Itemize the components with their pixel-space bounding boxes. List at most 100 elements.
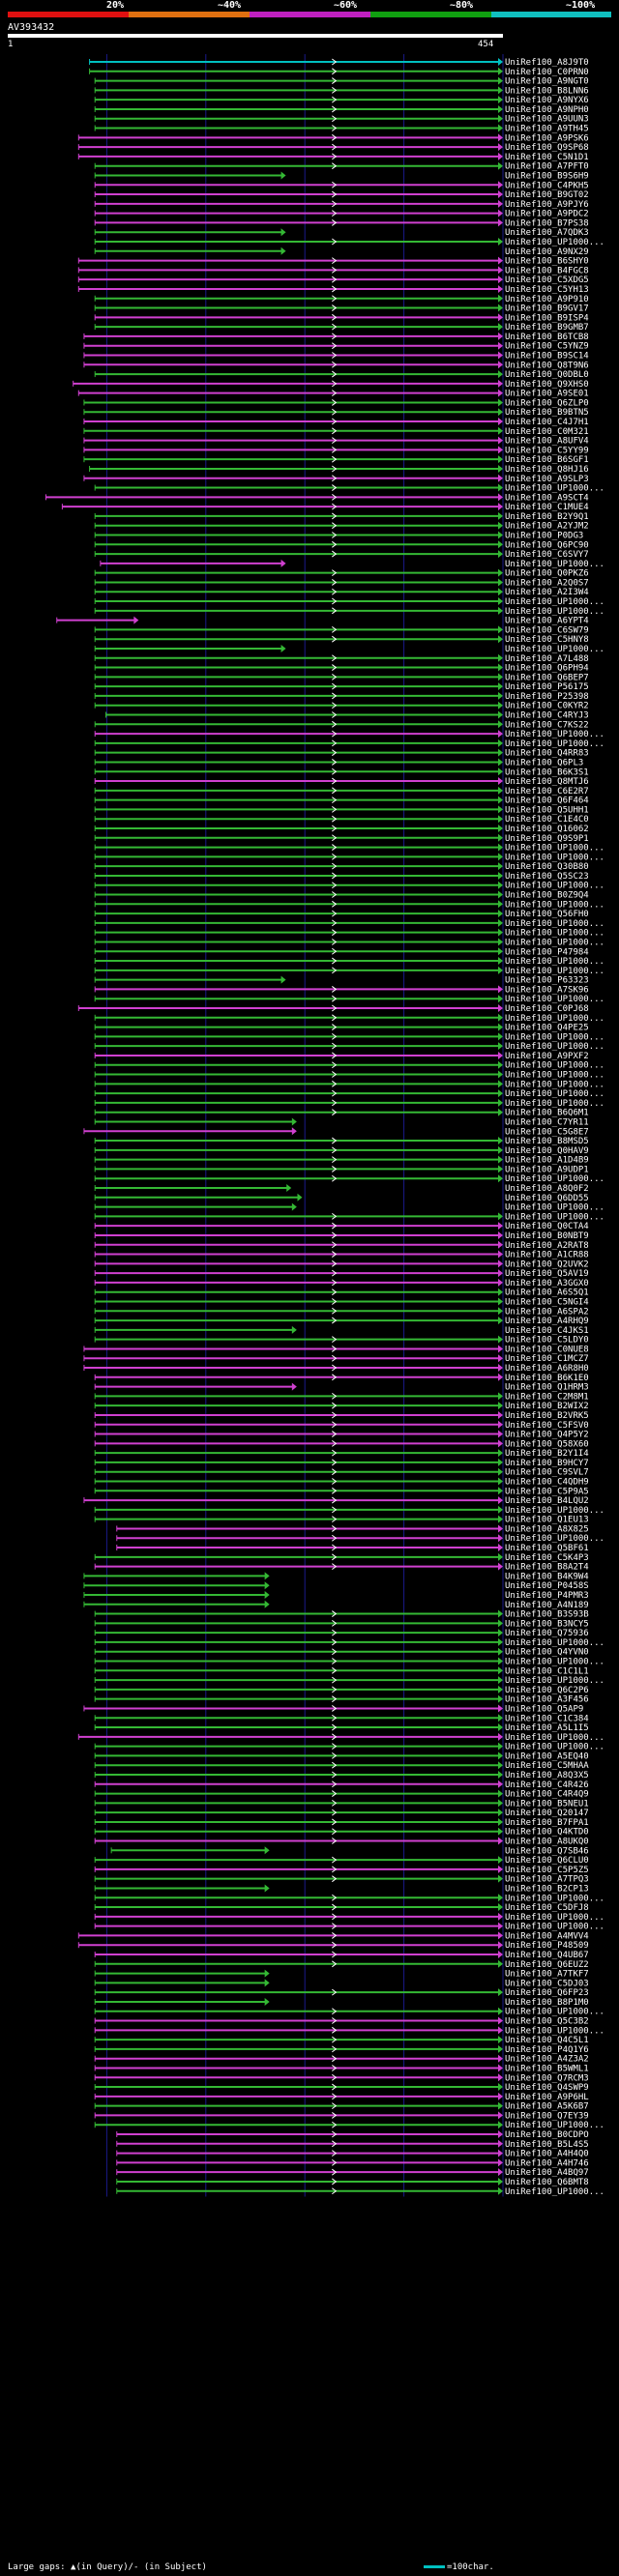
hit-label[interactable]: UniRef100_A7PFT0 [505, 162, 589, 172]
hit-label[interactable]: UniRef100_P4Q1Y6 [505, 2045, 589, 2055]
hit-label[interactable]: UniRef100_UP1000... [505, 645, 604, 654]
hit-label[interactable]: UniRef100_B8A2T4 [505, 1563, 589, 1573]
hit-label[interactable]: UniRef100_B2Y9Q1 [505, 512, 589, 522]
hit-label[interactable]: UniRef100_Q1HRM3 [505, 1383, 589, 1393]
hit-label[interactable]: UniRef100_A8Q3X5 [505, 1771, 589, 1780]
hit-label[interactable]: UniRef100_Q9S9P1 [505, 834, 589, 844]
hit-label[interactable]: UniRef100_A5L1I5 [505, 1723, 589, 1733]
hit-label[interactable]: UniRef100_Q0HAV9 [505, 1146, 589, 1156]
hit-label[interactable]: UniRef100_UP1000... [505, 730, 604, 739]
hit-label[interactable]: UniRef100_B6SGF1 [505, 455, 589, 465]
hit-label[interactable]: UniRef100_Q4P5Y2 [505, 1431, 589, 1440]
hit-label[interactable]: UniRef100_UP1000... [505, 957, 604, 967]
hit-label[interactable]: UniRef100_UP1000... [505, 1638, 604, 1648]
hit-label[interactable]: UniRef100_C5YNZ9 [505, 342, 589, 352]
hit-label[interactable]: UniRef100_UP1000... [505, 2008, 604, 2017]
hit-label[interactable]: UniRef100_Q8T9N6 [505, 361, 589, 370]
hit-label[interactable]: UniRef100_UP1000... [505, 1099, 604, 1109]
hit-label[interactable]: UniRef100_B4LQU2 [505, 1496, 589, 1506]
hit-label[interactable]: UniRef100_UP1000... [505, 2026, 604, 2036]
hit-label[interactable]: UniRef100_B9HCY7 [505, 1459, 589, 1468]
hit-label[interactable]: UniRef100_Q6BMT8 [505, 2178, 589, 2187]
hit-label[interactable]: UniRef100_P56175 [505, 682, 589, 692]
hit-label[interactable]: UniRef100_B9GV17 [505, 304, 589, 314]
hit-label[interactable]: UniRef100_A2I3W4 [505, 588, 589, 597]
hit-label[interactable]: UniRef100_UP1000... [505, 2121, 604, 2130]
hit-label[interactable]: UniRef100_P47984 [505, 947, 589, 957]
hit-label[interactable]: UniRef100_Q5UHH1 [505, 805, 589, 815]
hit-label[interactable]: UniRef100_B5WML1 [505, 2064, 589, 2073]
hit-label[interactable]: UniRef100_A7L488 [505, 654, 589, 664]
hit-label[interactable]: UniRef100_B6Q6M1 [505, 1109, 589, 1118]
hit-label[interactable]: UniRef100_UP1000... [505, 607, 604, 617]
hit-label[interactable]: UniRef100_A9UUN3 [505, 115, 589, 125]
hit-label[interactable]: UniRef100_A4MVV4 [505, 1931, 589, 1941]
hit-label[interactable]: UniRef100_A2Q0S7 [505, 578, 589, 588]
hit-label[interactable]: UniRef100_C7KS22 [505, 720, 589, 730]
hit-label[interactable]: UniRef100_C5P5Z5 [505, 1866, 589, 1875]
hit-label[interactable]: UniRef100_Q6C2P6 [505, 1686, 589, 1695]
hit-label[interactable]: UniRef100_B0NBT9 [505, 1231, 589, 1241]
hit-label[interactable]: UniRef100_A9TH45 [505, 125, 589, 134]
hit-label[interactable]: UniRef100_UP1000... [505, 1089, 604, 1099]
hit-label[interactable]: UniRef100_Q6EUZ2 [505, 1960, 589, 1970]
hit-label[interactable]: UniRef100_UP1000... [505, 1733, 604, 1743]
hit-label[interactable]: UniRef100_UP1000... [505, 484, 604, 494]
hit-label[interactable]: UniRef100_A6SPA2 [505, 1307, 589, 1317]
hit-label[interactable]: UniRef100_A4N189 [505, 1601, 589, 1610]
hit-label[interactable]: UniRef100_Q4PE25 [505, 1024, 589, 1033]
hit-label[interactable]: UniRef100_Q5C3B2 [505, 2017, 589, 2027]
hit-label[interactable]: UniRef100_A2RAT8 [505, 1241, 589, 1251]
hit-label[interactable]: UniRef100_UP1000... [505, 919, 604, 929]
hit-label[interactable]: UniRef100_B6TCB8 [505, 333, 589, 342]
hit-label[interactable]: UniRef100_UP1000... [505, 1032, 604, 1042]
hit-label[interactable]: UniRef100_C5LDY0 [505, 1336, 589, 1346]
hit-label[interactable]: UniRef100_Q6PH94 [505, 664, 589, 674]
hit-label[interactable]: UniRef100_Q5BF61 [505, 1544, 589, 1553]
hit-label[interactable]: UniRef100_Q16062 [505, 825, 589, 834]
hit-label[interactable]: UniRef100_A5EQ40 [505, 1751, 589, 1761]
hit-label[interactable]: UniRef100_C5YH13 [505, 285, 589, 295]
hit-label[interactable]: UniRef100_UP1000... [505, 1506, 604, 1516]
hit-label[interactable]: UniRef100_A9NGT0 [505, 77, 589, 87]
hit-label[interactable]: UniRef100_P4PMR3 [505, 1591, 589, 1601]
hit-label[interactable]: UniRef100_C6SW79 [505, 625, 589, 635]
hit-label[interactable]: UniRef100_B3S93B [505, 1610, 589, 1620]
hit-label[interactable]: UniRef100_UP1000... [505, 560, 604, 569]
hit-label[interactable]: UniRef100_C5DFJ8 [505, 1903, 589, 1913]
hit-label[interactable]: UniRef100_B9GT02 [505, 190, 589, 200]
hit-label[interactable]: UniRef100_B3NCY5 [505, 1619, 589, 1629]
hit-label[interactable]: UniRef100_A6R8H0 [505, 1364, 589, 1374]
hit-label[interactable]: UniRef100_A6YPT4 [505, 617, 589, 626]
hit-label[interactable]: UniRef100_B2Y1I4 [505, 1449, 589, 1459]
hit-label[interactable]: UniRef100_Q4KTD0 [505, 1828, 589, 1838]
hit-label[interactable]: UniRef100_A9UDP1 [505, 1165, 589, 1174]
hit-label[interactable]: UniRef100_Q6PC90 [505, 540, 589, 550]
hit-label[interactable]: UniRef100_Q7EY39 [505, 2111, 589, 2121]
hit-label[interactable]: UniRef100_A7SK96 [505, 985, 589, 995]
hit-label[interactable]: UniRef100_UP1000... [505, 1658, 604, 1667]
hit-label[interactable]: UniRef100_Q56FH0 [505, 910, 589, 919]
hit-label[interactable]: UniRef100_Q6BEP7 [505, 673, 589, 682]
hit-label[interactable]: UniRef100_Q8MTJ6 [505, 777, 589, 787]
hit-label[interactable]: UniRef100_A9PDC2 [505, 210, 589, 219]
hit-label[interactable]: UniRef100_Q6PL3 [505, 758, 583, 767]
hit-label[interactable]: UniRef100_B2WIX2 [505, 1402, 589, 1411]
hit-label[interactable]: UniRef100_A1CR88 [505, 1251, 589, 1260]
hit-label[interactable]: UniRef100_B5L4S5 [505, 2140, 589, 2150]
hit-label[interactable]: UniRef100_P0DG3 [505, 532, 583, 541]
hit-label[interactable]: UniRef100_UP1000... [505, 882, 604, 891]
hit-label[interactable]: UniRef100_C1C384 [505, 1714, 589, 1723]
hit-label[interactable]: UniRef100_P63323 [505, 976, 589, 986]
hit-label[interactable]: UniRef100_Q0CTA4 [505, 1222, 589, 1231]
hit-label[interactable]: UniRef100_UP1000... [505, 1212, 604, 1222]
hit-label[interactable]: UniRef100_C1C1L1 [505, 1666, 589, 1676]
hit-label[interactable]: UniRef100_A7QDK3 [505, 228, 589, 238]
hit-label[interactable]: UniRef100_C2M8M1 [505, 1392, 589, 1402]
hit-label[interactable]: UniRef100_C5K4P3 [505, 1553, 589, 1563]
hit-label[interactable]: UniRef100_B6K3S1 [505, 767, 589, 777]
hit-label[interactable]: UniRef100_C0NUE8 [505, 1345, 589, 1354]
hit-label[interactable]: UniRef100_UP1000... [505, 1042, 604, 1052]
hit-label[interactable]: UniRef100_B6SHY0 [505, 257, 589, 267]
hit-label[interactable]: UniRef100_B0CDPO [505, 2130, 589, 2140]
